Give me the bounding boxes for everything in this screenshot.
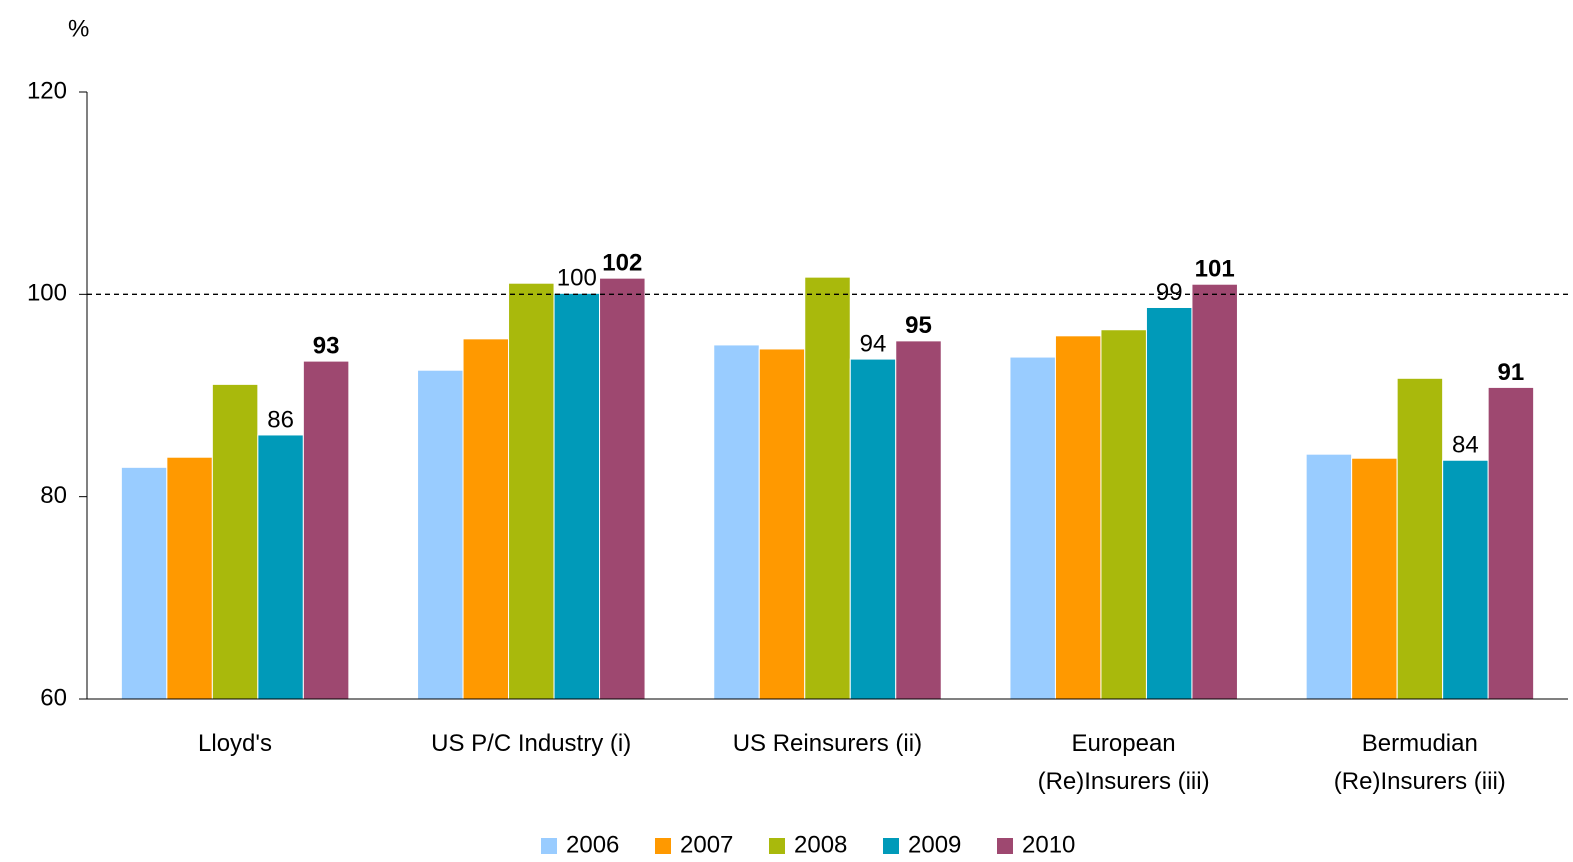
- data-label: 94: [860, 330, 887, 357]
- x-tick-label: US Reinsurers (ii): [732, 730, 923, 757]
- bar: [211, 383, 259, 700]
- bar: [1009, 356, 1056, 700]
- legend-label: 2007: [680, 831, 733, 858]
- x-tick-label: US P/C Industry (i): [431, 730, 632, 757]
- data-label: 101: [1195, 256, 1235, 283]
- bar: [1351, 457, 1398, 700]
- legend-swatch: [769, 838, 785, 854]
- bar: [120, 466, 168, 700]
- bar: [166, 456, 213, 700]
- bar: [1442, 459, 1489, 700]
- data-label: 93: [313, 332, 340, 359]
- legend-swatch: [655, 838, 671, 854]
- bar: [1191, 283, 1238, 700]
- data-label: 99: [1156, 279, 1183, 306]
- legend-label: 2010: [1022, 831, 1075, 858]
- bar: [553, 292, 601, 700]
- y-tick-label: 120: [27, 77, 67, 104]
- y-tick-label: 100: [27, 280, 67, 307]
- data-label: 102: [602, 249, 642, 276]
- data-label: 86: [267, 406, 294, 433]
- bar: [1100, 329, 1147, 700]
- bar: [302, 360, 350, 700]
- bar: [1145, 306, 1193, 700]
- bar: [804, 276, 851, 700]
- legend-swatch: [541, 838, 557, 854]
- legend-swatch: [883, 838, 899, 854]
- bar: [1487, 386, 1535, 700]
- data-label: 100: [557, 265, 597, 292]
- x-tick-label: Bermudian (Re)Insurers (iii): [1333, 730, 1506, 795]
- x-tick-label: European (Re)Insurers (iii): [1037, 730, 1210, 795]
- legend-swatch: [997, 838, 1013, 854]
- legend-label: 2006: [566, 831, 619, 858]
- bar: [1305, 453, 1353, 700]
- bar: [849, 358, 897, 700]
- data-label: 91: [1498, 359, 1525, 386]
- data-label: 84: [1452, 432, 1479, 459]
- legend-label: 2009: [908, 831, 961, 858]
- bar: [713, 344, 760, 700]
- bar: [599, 277, 646, 700]
- data-label: 95: [905, 312, 932, 339]
- y-tick-label: 60: [40, 684, 67, 711]
- legend-label: 2008: [794, 831, 847, 858]
- bar: [1054, 335, 1102, 700]
- bar: [417, 369, 464, 700]
- bar: [508, 282, 555, 700]
- bar: [462, 338, 510, 700]
- chart-title: %: [68, 15, 89, 42]
- x-tick-label: Lloyd's: [198, 730, 272, 757]
- bar: [895, 340, 942, 700]
- bar: [1396, 377, 1444, 700]
- bar: [758, 348, 806, 700]
- y-tick-label: 80: [40, 482, 67, 509]
- bar: [257, 434, 304, 700]
